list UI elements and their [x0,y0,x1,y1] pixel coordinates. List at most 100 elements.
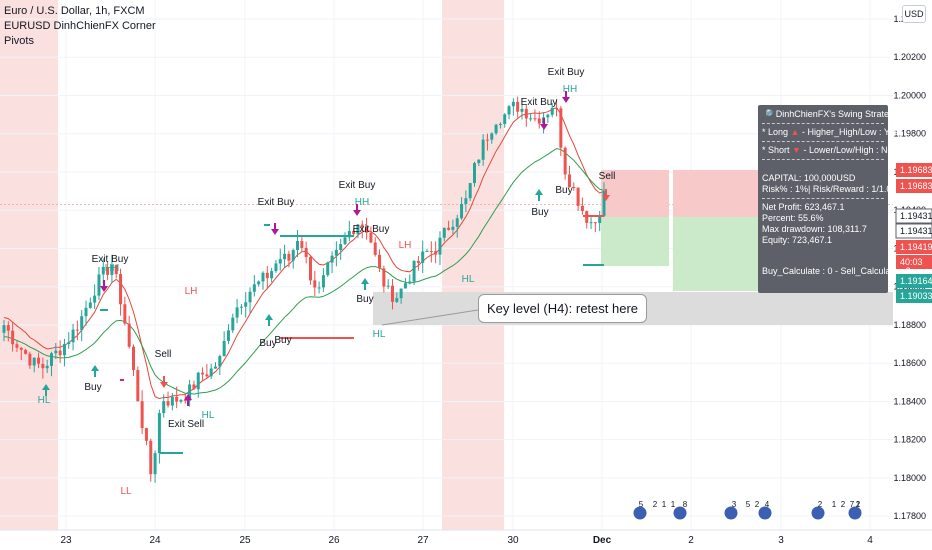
ma-red-line [3,106,605,400]
candle-body [183,399,187,401]
price-label-text: 1.19431 [900,211,932,221]
time-tick-label: 4 [867,535,873,546]
candle-body [261,272,265,282]
candle-body [602,191,606,216]
candle-body [580,205,584,212]
indicator-corner[interactable]: EURUSD DinhChienFX Corner [4,20,156,32]
candle-body [24,349,28,354]
candle-body [529,118,533,120]
candle-body [11,330,15,345]
candle-body [399,288,403,299]
price-label-bg [896,274,932,288]
candle-body [101,266,105,275]
candle-body [2,325,6,333]
candle-body [37,357,41,364]
candle-body [516,101,520,112]
signal-label-hl: HL [373,329,386,340]
candle-body [218,356,222,367]
signal-label-sell: Sell [599,171,616,182]
price-labels: 1.19683 1.19683 1.19431 1.19431 1.19419 40:03… [895,163,932,303]
candle-body [179,399,183,402]
event-count: 1 [856,500,861,509]
signal-label-hl: HL [202,410,215,421]
equity-text: Equity: 723,467.1 [762,235,833,245]
flag-icon [672,505,688,521]
candle-body [438,237,442,255]
price-tick-label: 1.20200 [893,52,926,62]
candle-body [71,329,75,343]
event-count: 2 [841,500,846,509]
weekend-session [0,0,58,530]
time-tick-label: 30 [507,535,519,546]
flag-icon [757,505,773,521]
price-label-bg [895,223,932,239]
candle-body [278,259,282,264]
flag-icon [723,505,739,521]
candle-body [576,187,580,206]
candle-body [114,264,118,275]
arrow-down-icon [562,91,570,103]
time-tick-label: 23 [60,535,72,546]
indicator-pivots[interactable]: Pivots [4,35,34,47]
signal-label-exit: Exit Buy [258,197,295,208]
arrow-down-icon [353,204,361,216]
panel-divider [762,159,884,160]
arrow-down-icon [271,223,279,235]
candle-body [481,139,485,160]
candle-body [300,241,304,248]
candle-body [201,372,205,375]
candle-body [252,284,256,292]
panel-spacer [762,246,884,266]
event-count: 3 [732,500,737,509]
price-tick-label: 1.18200 [893,435,926,445]
currency-button[interactable]: USD [902,5,926,23]
candle-body [15,344,19,348]
candle-body [559,108,563,148]
candle-body [131,346,135,371]
candle-body [265,272,269,279]
candle-body [412,260,416,282]
candle-body [209,368,213,377]
candle-body [447,227,451,230]
candle-body [140,401,144,429]
short-rule-row: * Short ▼ - Lower/Low/High : No [762,145,893,155]
candle-body [317,287,321,289]
price-tick-label: 1.18800 [893,320,926,330]
candle-body [235,307,239,318]
candle-body [334,249,338,256]
signal-label-buy: Buy [274,335,291,346]
candle-body [62,344,66,356]
candle-body [283,253,287,260]
price-label-text: 1.19033 [900,291,932,301]
candle-body [498,123,502,125]
signal-label-lh: LH [185,286,198,297]
candle-body [136,370,140,402]
candle-body [326,262,330,276]
time-tick-label: 3 [778,535,784,546]
panel-title: 🔎 DinhChienFX's Swing Strategy [762,109,899,119]
candle-body [408,281,412,284]
price-tick-label: 1.20000 [893,90,926,100]
event-count: 5 [639,500,644,509]
symbol-title[interactable]: Euro / U.S. Dollar, 1h, FXCM [4,5,145,17]
time-axis[interactable]: 23 24 25 26 27 30 Dec 2 3 4 [0,529,932,546]
candle-body [473,163,477,184]
candle-body [287,253,291,261]
arrow-down-icon [540,118,548,130]
candle-body [19,347,23,350]
event-count: 1 [671,500,676,509]
arrow-down-icon [602,189,610,201]
candle-body [356,224,360,235]
candle-body [589,222,593,224]
time-tick-label: 2 [688,535,694,546]
candle-body [442,227,446,238]
candle-body [157,413,161,454]
session-highlights [0,0,504,530]
triangle-up-icon: ▲ [790,127,800,137]
triangle-down-icon: ▼ [792,145,801,155]
signal-label-hh: HH [105,263,119,274]
signal-label-exit: Exit Buy [92,254,129,265]
candle-body [304,247,308,257]
candle-body [226,330,230,341]
